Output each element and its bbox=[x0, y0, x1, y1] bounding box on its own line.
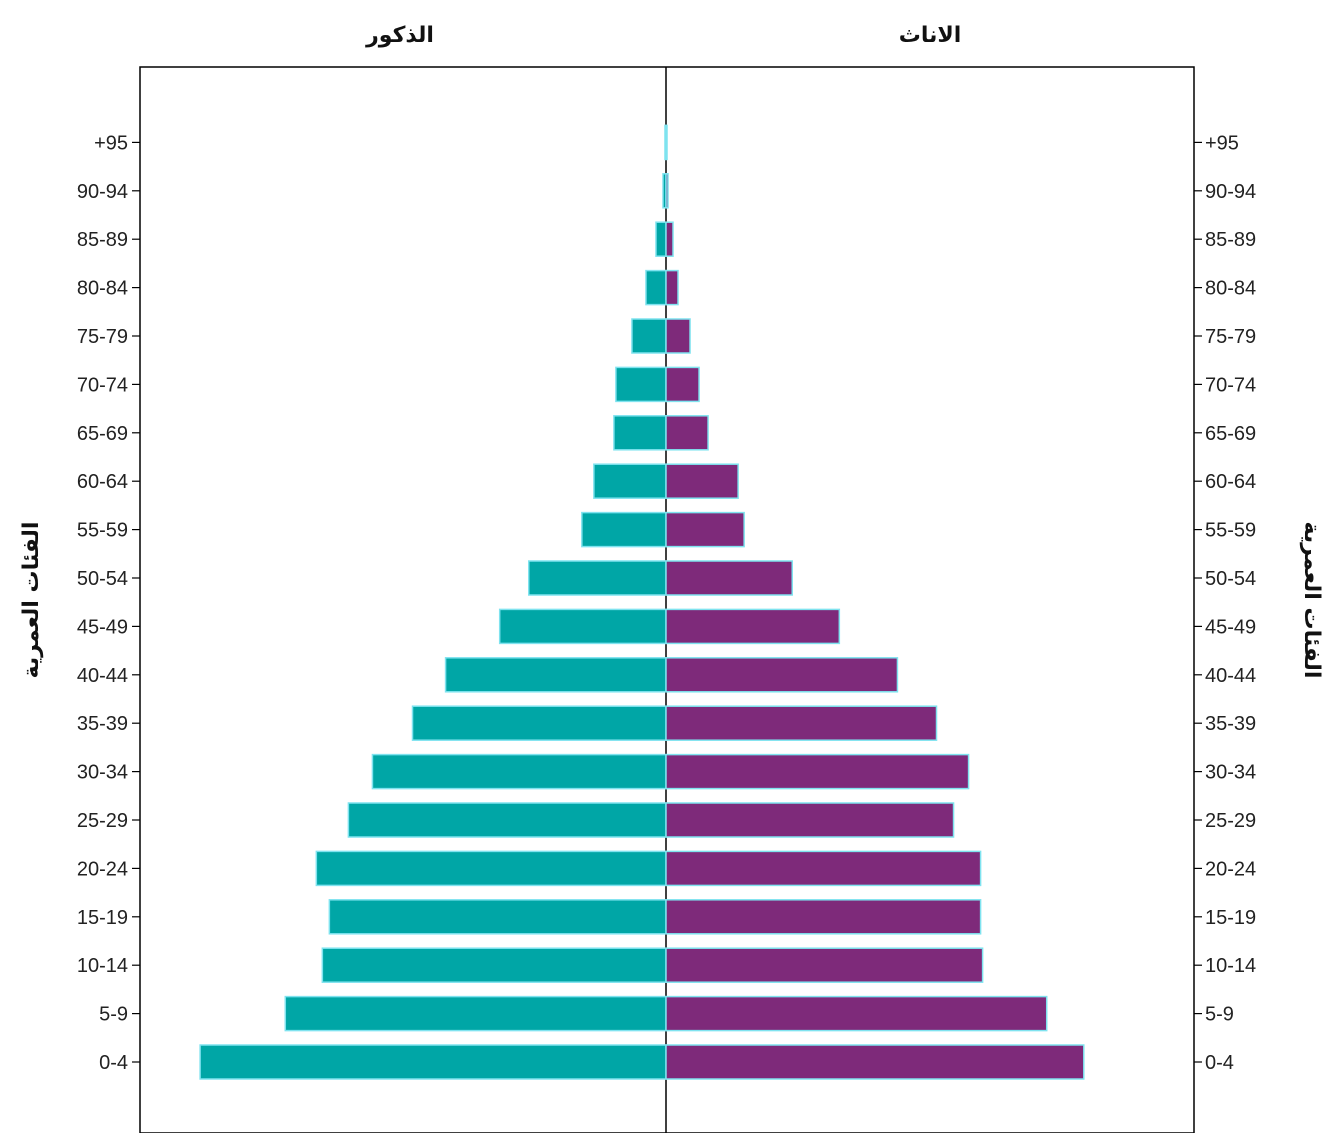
tick-label-left-35-39: 35-39 bbox=[77, 713, 128, 735]
tick-label-left-0-4: 0-4 bbox=[99, 1052, 128, 1074]
bar-male-50-54 bbox=[527, 560, 667, 596]
tick-label-right-35-39: 35-39 bbox=[1205, 713, 1256, 735]
tick-label-right-85-89: 85-89 bbox=[1205, 229, 1256, 251]
tick-label-right-25-29: 25-29 bbox=[1205, 810, 1256, 832]
right-panel-title: الاناث bbox=[899, 23, 962, 48]
bar-female-55-59 bbox=[665, 511, 745, 548]
bar-female-85-89 bbox=[665, 221, 674, 257]
bar-male-65-69 bbox=[613, 415, 667, 451]
bar-female-20-24 bbox=[665, 850, 982, 887]
bar-male-85-89 bbox=[655, 221, 667, 257]
bar-female-70-74 bbox=[665, 366, 700, 403]
bar-female-15-19 bbox=[665, 899, 982, 935]
bar-male-30-34 bbox=[371, 753, 667, 790]
tick-label-left-60-64: 60-64 bbox=[77, 471, 128, 493]
bar-female-65-69 bbox=[665, 415, 709, 451]
bar-male-5-9 bbox=[284, 995, 667, 1032]
tick-label-left-40-44: 40-44 bbox=[77, 665, 128, 687]
tick-label-right-10-14: 10-14 bbox=[1205, 955, 1256, 977]
tick-label-left-25-29: 25-29 bbox=[77, 810, 128, 832]
plot-frame bbox=[139, 66, 1195, 1133]
tick-label-left-5-9: 5-9 bbox=[99, 1004, 128, 1026]
tick-label-left-15-19: 15-19 bbox=[77, 907, 128, 929]
tick-label-left-70-74: 70-74 bbox=[77, 374, 128, 396]
bar-male-15-19 bbox=[328, 899, 667, 935]
bar-female-25-29 bbox=[665, 802, 955, 838]
tick-label-left-45-49: 45-49 bbox=[77, 616, 128, 638]
tick-label-right-65-69: 65-69 bbox=[1205, 423, 1256, 445]
tick-label-right-90-94: 90-94 bbox=[1205, 181, 1256, 203]
tick-label-right-40-44: 40-44 bbox=[1205, 665, 1256, 687]
tick-label-right-70-74: 70-74 bbox=[1205, 374, 1256, 396]
tick-label-left-+95: +95 bbox=[94, 132, 128, 154]
ticks-layer: 0-4 0-4 5-9 5-9 10-14 10-14 15-19 15-19 20-24 20-… bbox=[77, 132, 1256, 1074]
tick-label-left-90-94: 90-94 bbox=[77, 181, 128, 203]
y-axis-title-right: الفئات العمرية bbox=[1299, 522, 1324, 679]
tick-label-left-30-34: 30-34 bbox=[77, 762, 128, 784]
tick-label-right-20-24: 20-24 bbox=[1205, 858, 1256, 880]
tick-label-right-0-4: 0-4 bbox=[1205, 1052, 1234, 1074]
bar-female-80-84 bbox=[665, 269, 679, 306]
tick-label-left-75-79: 75-79 bbox=[77, 326, 128, 348]
tick-label-right-5-9: 5-9 bbox=[1205, 1004, 1234, 1026]
bar-female-45-49 bbox=[665, 608, 841, 645]
tick-label-left-85-89: 85-89 bbox=[77, 229, 128, 251]
tick-label-right-45-49: 45-49 bbox=[1205, 616, 1256, 638]
tick-label-left-80-84: 80-84 bbox=[77, 278, 128, 300]
tick-label-right-75-79: 75-79 bbox=[1205, 326, 1256, 348]
bar-female-35-39 bbox=[665, 705, 938, 741]
bar-female-90-94 bbox=[665, 173, 669, 209]
tick-label-left-55-59: 55-59 bbox=[77, 520, 128, 542]
tick-label-right-+95: +95 bbox=[1205, 132, 1239, 154]
tick-label-right-30-34: 30-34 bbox=[1205, 762, 1256, 784]
bar-male-80-84 bbox=[645, 269, 667, 306]
bar-female-40-44 bbox=[665, 657, 899, 693]
tick-label-left-10-14: 10-14 bbox=[77, 955, 128, 977]
tick-label-right-80-84: 80-84 bbox=[1205, 278, 1256, 300]
tick-label-right-60-64: 60-64 bbox=[1205, 471, 1256, 493]
bar-female-5-9 bbox=[665, 995, 1048, 1032]
tick-label-right-55-59: 55-59 bbox=[1205, 520, 1256, 542]
bar-female-0-4 bbox=[665, 1044, 1085, 1080]
tick-label-right-15-19: 15-19 bbox=[1205, 907, 1256, 929]
tick-label-left-20-24: 20-24 bbox=[77, 858, 128, 880]
y-axis-title-left: الفئات العمرية bbox=[19, 522, 44, 679]
bar-male-40-44 bbox=[444, 657, 667, 693]
bar-female-+95 bbox=[665, 124, 668, 161]
tick-label-left-65-69: 65-69 bbox=[77, 423, 128, 445]
bar-female-75-79 bbox=[665, 318, 691, 354]
bar-female-60-64 bbox=[665, 463, 739, 499]
bar-male-75-79 bbox=[631, 318, 667, 354]
bar-female-30-34 bbox=[665, 753, 970, 790]
bar-male-70-74 bbox=[615, 366, 667, 403]
bar-male-35-39 bbox=[411, 705, 667, 741]
bar-male-10-14 bbox=[321, 947, 667, 983]
bar-male-25-29 bbox=[347, 802, 667, 838]
bars-layer bbox=[199, 124, 1085, 1080]
bar-female-10-14 bbox=[665, 947, 984, 983]
tick-label-right-50-54: 50-54 bbox=[1205, 568, 1256, 590]
bar-male-60-64 bbox=[593, 463, 667, 499]
left-panel-title: الذكور bbox=[365, 23, 434, 48]
tick-label-left-50-54: 50-54 bbox=[77, 568, 128, 590]
bar-male-55-59 bbox=[581, 511, 667, 548]
bar-male-20-24 bbox=[315, 850, 667, 887]
bar-male-0-4 bbox=[199, 1044, 667, 1080]
bar-female-50-54 bbox=[665, 560, 793, 596]
bar-male-45-49 bbox=[498, 608, 667, 645]
